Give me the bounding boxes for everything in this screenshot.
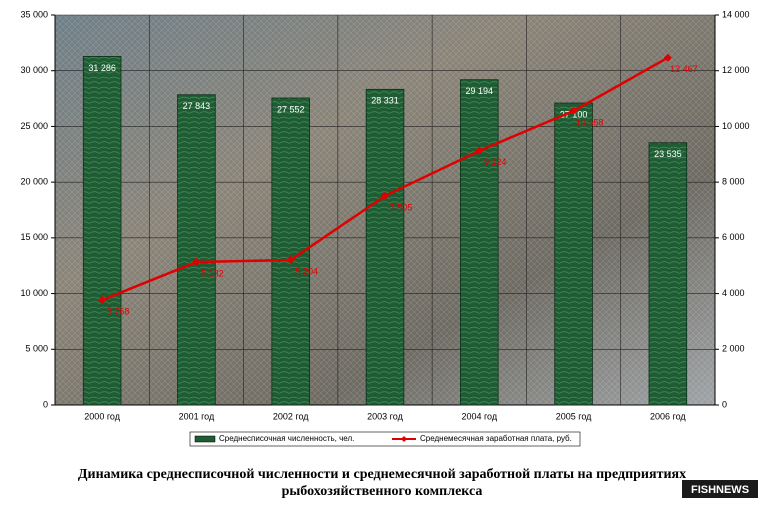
y-tick-label: 30 000 (20, 65, 48, 75)
y-tick-label: 10 000 (20, 288, 48, 298)
y2-tick-label: 8 000 (722, 177, 745, 187)
y2-tick-label: 14 000 (722, 9, 750, 19)
bar (82, 55, 122, 406)
chart-title: Динамика среднесписочной численности и с… (78, 467, 686, 482)
bar (365, 88, 405, 406)
line-marker (286, 256, 295, 265)
y-tick-label: 0 (43, 399, 48, 409)
value-label: 27 552 (277, 104, 305, 114)
y2-tick-label: 10 000 (722, 121, 750, 131)
logo: FISHNEWS (691, 484, 749, 496)
bar (648, 142, 688, 406)
y-tick-label: 15 000 (20, 232, 48, 242)
value-label: 27 843 (183, 101, 211, 111)
x-tick-label: 2003 год (367, 411, 403, 421)
chart-title: рыбохозяйственного комплекса (282, 484, 483, 499)
legend-swatch (194, 435, 216, 443)
bar (554, 102, 593, 406)
y-tick-label: 25 000 (20, 121, 48, 131)
y2-tick-label: 6 000 (722, 232, 745, 242)
x-tick-label: 2004 год (461, 411, 497, 421)
value-label: 10 558 (576, 117, 604, 127)
y2-tick-label: 0 (722, 399, 727, 409)
value-label: 29 194 (466, 86, 494, 96)
line-marker (192, 258, 201, 267)
bar (460, 79, 499, 406)
x-tick-label: 2002 год (273, 411, 309, 421)
value-label: 31 286 (88, 63, 116, 73)
value-label: 3 768 (107, 306, 130, 316)
line-marker (569, 106, 578, 115)
y-tick-label: 35 000 (20, 9, 48, 19)
bar (177, 94, 216, 406)
legend-label: Среднесписочная численность, чел. (219, 434, 354, 443)
y2-tick-label: 2 000 (722, 344, 745, 354)
x-tick-label: 2005 год (556, 411, 592, 421)
line-marker (381, 191, 389, 200)
line-marker (98, 296, 107, 305)
x-tick-label: 2000 год (84, 411, 120, 421)
x-tick-label: 2001 год (179, 411, 215, 421)
line-marker (475, 146, 484, 155)
value-label: 5 132 (201, 268, 224, 278)
legend-label: Среднемесячная заработная плата, руб. (420, 434, 572, 443)
legend-marker (401, 436, 407, 442)
value-label: 23 535 (654, 149, 682, 159)
y2-tick-label: 12 000 (722, 65, 750, 75)
value-label: 5 204 (295, 266, 318, 276)
x-tick-label: 2006 год (650, 411, 686, 421)
value-label: 12 467 (670, 64, 698, 74)
y2-tick-label: 4 000 (722, 288, 745, 298)
value-label: 7 505 (390, 202, 413, 212)
logo-background (682, 480, 758, 498)
y-tick-label: 5 000 (25, 344, 48, 354)
value-label: 9 124 (484, 157, 507, 167)
line-marker (663, 53, 672, 62)
legend-box (189, 431, 581, 447)
value-label: 28 331 (371, 96, 399, 106)
y-tick-label: 20 000 (20, 177, 48, 187)
